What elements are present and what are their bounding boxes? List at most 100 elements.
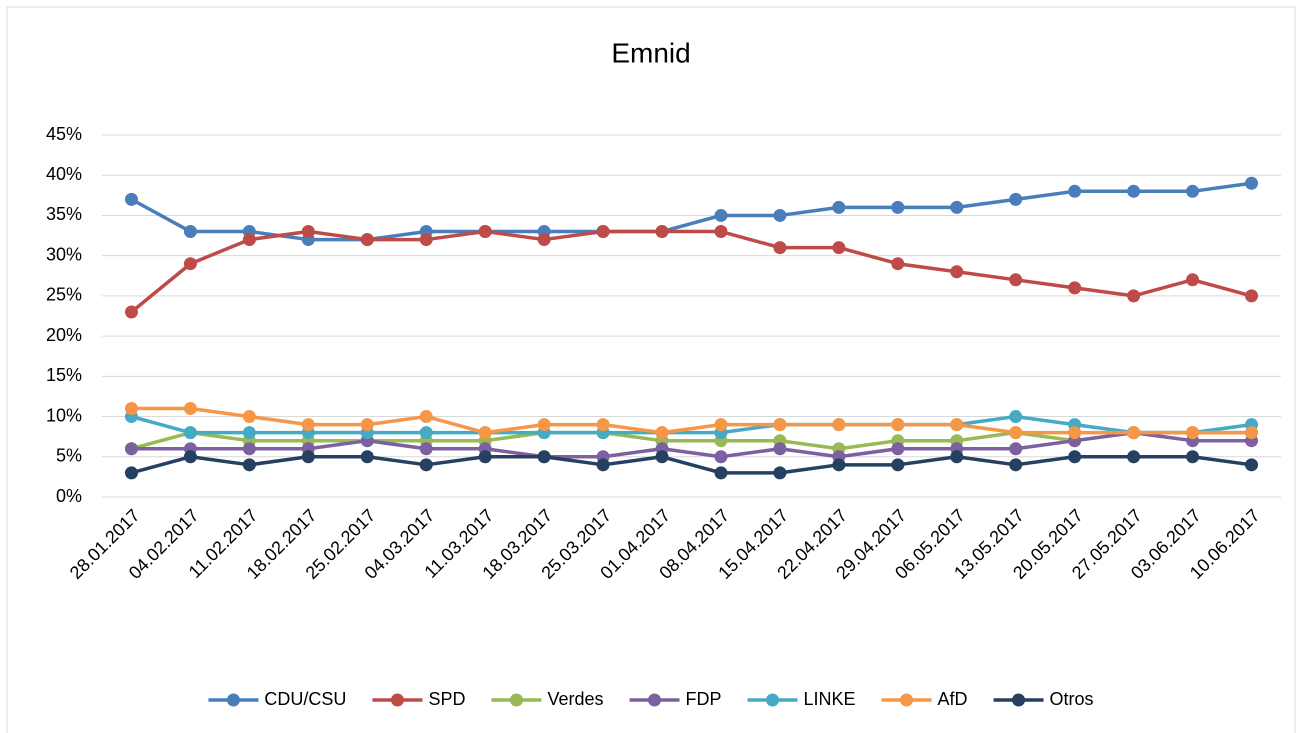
marker — [1245, 289, 1259, 303]
marker — [183, 402, 197, 416]
chart-frame — [6, 6, 1296, 733]
marker — [596, 418, 610, 432]
marker — [124, 466, 138, 480]
legend-item: LINKE — [747, 689, 856, 709]
series-line — [131, 430, 1252, 451]
legend-marker — [900, 693, 914, 707]
marker — [537, 233, 551, 247]
legend-item: Verdes — [491, 689, 604, 709]
marker — [1245, 458, 1259, 472]
marker — [950, 418, 964, 432]
marker — [301, 418, 315, 432]
marker — [1009, 442, 1023, 456]
marker — [360, 450, 374, 464]
marker — [950, 200, 964, 214]
marker — [1245, 176, 1259, 190]
y-tick-label: 15% — [46, 365, 82, 385]
marker — [1127, 426, 1141, 440]
marker — [301, 225, 315, 239]
marker — [242, 426, 256, 440]
marker — [773, 442, 787, 456]
marker — [596, 225, 610, 239]
marker — [1245, 426, 1259, 440]
y-tick-label: 35% — [46, 204, 82, 224]
legend-label: CDU/CSU — [264, 689, 346, 709]
marker — [773, 466, 787, 480]
marker — [714, 450, 728, 464]
marker — [773, 208, 787, 222]
marker — [714, 208, 728, 222]
marker — [1186, 450, 1200, 464]
marker — [124, 442, 138, 456]
series-line — [131, 406, 1252, 435]
marker — [183, 257, 197, 271]
marker — [1009, 426, 1023, 440]
legend-label: Verdes — [547, 689, 603, 709]
marker — [1068, 281, 1082, 295]
marker — [124, 402, 138, 416]
marker — [714, 225, 728, 239]
legend-item: FDP — [629, 689, 722, 709]
marker — [242, 442, 256, 456]
y-tick-label: 5% — [56, 446, 82, 466]
legend-label: AfD — [938, 689, 968, 709]
y-tick-label: 10% — [46, 405, 82, 425]
legend-marker — [1012, 693, 1026, 707]
marker — [1009, 410, 1023, 424]
legend-marker — [648, 693, 662, 707]
legend-marker — [766, 693, 780, 707]
marker — [419, 233, 433, 247]
marker — [1009, 458, 1023, 472]
marker — [655, 225, 669, 239]
marker — [419, 458, 433, 472]
y-tick-label: 25% — [46, 285, 82, 305]
marker — [1009, 192, 1023, 206]
y-tick-label: 20% — [46, 325, 82, 345]
marker — [478, 225, 492, 239]
marker — [124, 305, 138, 319]
marker — [891, 257, 905, 271]
legend-marker — [226, 693, 240, 707]
marker — [183, 450, 197, 464]
legend-item: SPD — [372, 689, 465, 709]
marker — [1127, 184, 1141, 198]
legend-label: LINKE — [804, 689, 856, 709]
marker — [183, 225, 197, 239]
series-line — [130, 181, 1252, 242]
marker — [714, 466, 728, 480]
series-line — [131, 455, 1252, 475]
legend-label: Otros — [1050, 689, 1094, 709]
marker — [419, 442, 433, 456]
marker — [655, 450, 669, 464]
chart-title: Emnid — [611, 37, 690, 68]
legend-marker — [390, 693, 404, 707]
marker — [242, 233, 256, 247]
marker — [537, 450, 551, 464]
marker — [891, 418, 905, 432]
marker — [183, 426, 197, 440]
marker — [832, 241, 846, 255]
marker — [655, 426, 669, 440]
marker — [891, 442, 905, 456]
y-tick-label: 30% — [46, 244, 82, 264]
marker — [832, 458, 846, 472]
legend-item: AfD — [881, 689, 968, 709]
marker — [1068, 184, 1082, 198]
marker — [1127, 289, 1141, 303]
legend-label: FDP — [686, 689, 722, 709]
marker — [596, 458, 610, 472]
marker — [1186, 426, 1200, 440]
marker — [537, 418, 551, 432]
marker — [714, 418, 728, 432]
marker — [360, 233, 374, 247]
marker — [950, 450, 964, 464]
legend-item: CDU/CSU — [208, 689, 346, 709]
series-line — [131, 414, 1252, 435]
y-tick-label: 0% — [56, 486, 82, 506]
marker — [1009, 273, 1023, 287]
marker — [1186, 273, 1200, 287]
marker — [478, 450, 492, 464]
marker — [1068, 426, 1082, 440]
marker — [891, 458, 905, 472]
